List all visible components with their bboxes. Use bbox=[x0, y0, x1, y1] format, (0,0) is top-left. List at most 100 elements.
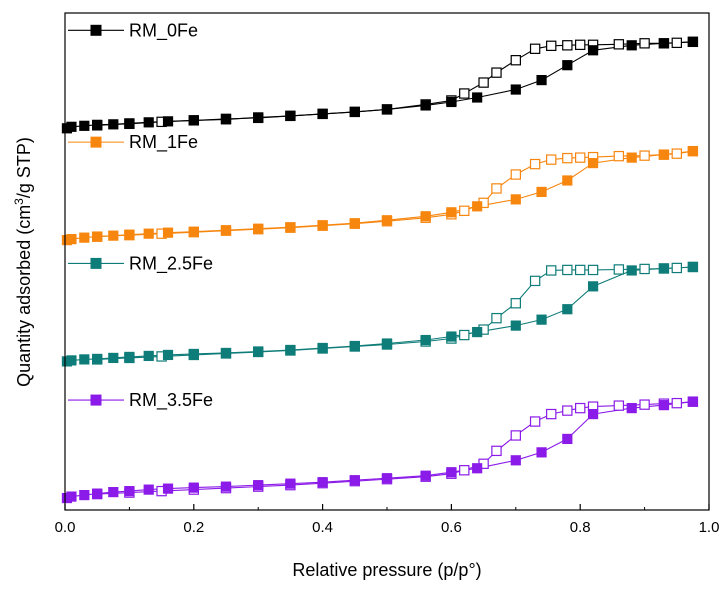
data-point-rm-1fe-adsorption bbox=[562, 175, 573, 186]
data-point-rm-3-5fe-adsorption bbox=[92, 488, 103, 499]
data-point-rm-1fe-adsorption bbox=[124, 229, 135, 240]
data-point-rm-2-5fe-adsorption bbox=[420, 334, 431, 346]
data-point-rm-2-5fe-adsorption bbox=[381, 338, 393, 349]
data-point-rm-0fe-adsorption bbox=[420, 100, 431, 111]
data-point-rm-0fe-adsorption bbox=[687, 36, 698, 47]
data-point-rm-2-5fe-adsorption bbox=[317, 342, 328, 354]
series-line-rm-0fe-adsorption bbox=[66, 41, 693, 129]
data-point-rm-0fe-adsorption bbox=[124, 118, 135, 129]
data-point-rm-1fe-adsorption bbox=[658, 149, 670, 160]
data-point-rm-0fe-desorption bbox=[529, 43, 541, 54]
data-point-rm-0fe-adsorption bbox=[510, 84, 521, 95]
data-point-rm-1fe-desorption bbox=[639, 150, 650, 161]
data-point-rm-0fe-desorption bbox=[491, 67, 502, 78]
data-point-rm-1fe-desorption bbox=[671, 148, 683, 159]
data-point-rm-3-5fe-desorption bbox=[546, 408, 557, 420]
data-point-rm-1fe-desorption bbox=[574, 152, 586, 163]
data-point-rm-2-5fe-adsorption bbox=[143, 350, 154, 362]
data-point-rm-2-5fe-adsorption bbox=[66, 355, 77, 366]
legend-item-rm-2-5fe: RM_2.5Fe bbox=[68, 253, 213, 274]
data-point-rm-1fe-desorption bbox=[529, 158, 541, 170]
data-point-rm-2-5fe-adsorption bbox=[349, 340, 360, 352]
data-point-rm-3-5fe-desorption bbox=[574, 402, 586, 414]
data-point-rm-3-5fe-desorption bbox=[562, 405, 573, 416]
data-point-rm-1fe-desorption bbox=[562, 152, 573, 164]
data-point-rm-0fe-adsorption bbox=[349, 106, 360, 118]
series-rm-3-5fe bbox=[61, 396, 699, 504]
data-point-rm-2-5fe-adsorption bbox=[92, 353, 103, 365]
legend-marker-rm-2-5fe bbox=[90, 257, 102, 269]
legend-marker-rm-0fe bbox=[90, 24, 102, 36]
data-point-rm-1fe-adsorption bbox=[687, 146, 698, 157]
data-point-rm-3-5fe-adsorption bbox=[124, 486, 135, 497]
data-point-rm-1fe-adsorption bbox=[66, 234, 77, 245]
data-point-rm-2-5fe-adsorption bbox=[626, 265, 637, 276]
data-point-rm-1fe-adsorption bbox=[285, 222, 296, 233]
data-point-rm-3-5fe-desorption bbox=[613, 400, 625, 411]
legend-label-rm-3-5fe: RM_3.5Fe bbox=[129, 390, 213, 411]
data-point-rm-0fe-adsorption bbox=[587, 45, 599, 56]
data-point-rm-2-5fe-desorption bbox=[510, 298, 522, 309]
data-point-rm-0fe-adsorption bbox=[220, 114, 232, 125]
legend-label-rm-2-5fe: RM_2.5Fe bbox=[129, 253, 213, 274]
data-point-rm-2-5fe-desorption bbox=[639, 263, 650, 275]
data-point-rm-0fe-adsorption bbox=[562, 60, 573, 71]
x-axis-title: Relative pressure (p/p°) bbox=[292, 560, 481, 580]
data-point-rm-2-5fe-desorption bbox=[671, 262, 683, 274]
data-point-rm-3-5fe-adsorption bbox=[472, 463, 483, 474]
data-point-rm-0fe-adsorption bbox=[79, 120, 90, 131]
series-rm-1fe bbox=[61, 145, 699, 246]
data-point-rm-0fe-adsorption bbox=[446, 96, 457, 108]
data-point-rm-1fe-adsorption bbox=[510, 194, 521, 205]
data-point-rm-3-5fe-adsorption bbox=[420, 470, 431, 481]
data-point-rm-1fe-adsorption bbox=[162, 227, 174, 238]
data-point-rm-3-5fe-desorption bbox=[671, 397, 683, 409]
data-point-rm-1fe-adsorption bbox=[587, 157, 599, 169]
data-point-rm-1fe-desorption bbox=[491, 183, 502, 194]
data-point-rm-0fe-desorption bbox=[671, 37, 683, 49]
legend-item-rm-3-5fe: RM_3.5Fe bbox=[68, 390, 213, 411]
data-point-rm-3-5fe-adsorption bbox=[162, 483, 174, 494]
data-point-rm-0fe-adsorption bbox=[143, 117, 154, 128]
data-point-rm-1fe-adsorption bbox=[79, 232, 90, 243]
data-point-rm-2-5fe-adsorption bbox=[124, 351, 135, 363]
data-point-rm-1fe-adsorption bbox=[349, 218, 360, 229]
series-line-rm-3-5fe-desorption bbox=[97, 401, 693, 495]
legend: RM_0Fe RM_1Fe RM_2.5Fe RM_3.5Fe bbox=[68, 20, 213, 411]
data-point-rm-2-5fe-desorption bbox=[562, 264, 573, 276]
data-point-rm-0fe-desorption bbox=[459, 88, 470, 99]
series-line-rm-1fe-desorption bbox=[97, 150, 693, 238]
data-point-rm-0fe-adsorption bbox=[66, 121, 77, 132]
data-point-rm-1fe-adsorption bbox=[446, 207, 457, 218]
data-point-rm-2-5fe-desorption bbox=[613, 264, 625, 275]
data-point-rm-3-5fe-adsorption bbox=[349, 475, 360, 486]
data-point-rm-3-5fe-adsorption bbox=[587, 408, 599, 420]
x-tick-label: 0.4 bbox=[312, 519, 333, 536]
data-point-rm-1fe-adsorption bbox=[253, 223, 264, 234]
data-point-rm-1fe-adsorption bbox=[143, 228, 154, 239]
y-axis-title-part-2: /g STP) bbox=[14, 137, 34, 198]
data-point-rm-2-5fe-adsorption bbox=[162, 349, 174, 361]
data-point-rm-0fe-adsorption bbox=[381, 104, 393, 115]
data-point-rm-2-5fe-adsorption bbox=[587, 281, 599, 292]
legend-item-rm-1fe: RM_1Fe bbox=[68, 132, 198, 153]
data-point-rm-3-5fe-adsorption bbox=[687, 396, 698, 407]
data-point-rm-0fe-adsorption bbox=[658, 38, 670, 49]
data-point-rm-2-5fe-adsorption bbox=[220, 347, 232, 359]
data-point-rm-2-5fe-desorption bbox=[587, 264, 599, 276]
data-point-rm-0fe-adsorption bbox=[92, 119, 103, 130]
x-tick-label: 0.8 bbox=[570, 519, 591, 536]
data-point-rm-3-5fe-adsorption bbox=[510, 455, 521, 466]
data-point-rm-0fe-desorption bbox=[574, 39, 586, 51]
data-point-rm-2-5fe-adsorption bbox=[536, 314, 547, 325]
data-point-rm-0fe-adsorption bbox=[253, 112, 264, 123]
legend-item-rm-0fe: RM_0Fe bbox=[68, 20, 198, 41]
y-axis-title-part-1: Quantity adsorbed (cm bbox=[14, 205, 34, 387]
data-point-rm-0fe-adsorption bbox=[626, 40, 637, 51]
data-point-rm-2-5fe-desorption bbox=[546, 265, 557, 276]
data-point-rm-3-5fe-adsorption bbox=[381, 473, 393, 484]
series-line-rm-3-5fe-adsorption bbox=[66, 401, 693, 499]
series-rm-0fe bbox=[61, 36, 699, 134]
data-point-rm-0fe-desorption bbox=[478, 77, 489, 88]
